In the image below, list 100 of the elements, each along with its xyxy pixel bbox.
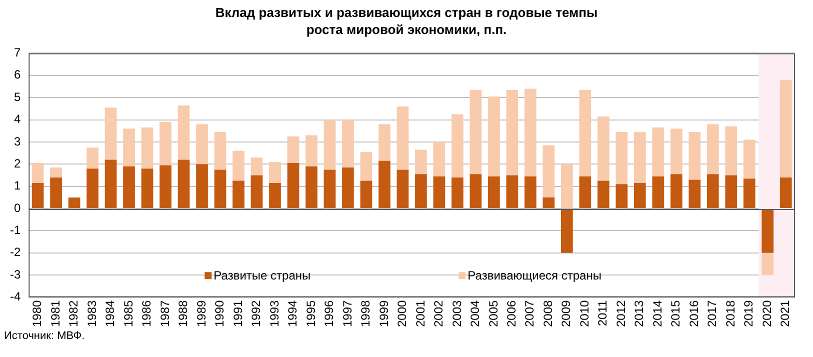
bar xyxy=(542,145,555,198)
bar xyxy=(104,108,117,160)
bar xyxy=(616,184,628,208)
bar xyxy=(232,180,244,208)
bar xyxy=(579,90,592,176)
bar xyxy=(470,174,482,208)
y-tick-label: 3 xyxy=(14,134,21,148)
x-tick-label: 2000 xyxy=(395,300,410,328)
bar xyxy=(560,209,573,253)
bar xyxy=(160,122,172,166)
x-tick-label: 1980 xyxy=(30,300,44,328)
bar xyxy=(68,197,80,208)
bar xyxy=(32,163,44,184)
bar xyxy=(524,176,536,208)
bar xyxy=(597,116,610,181)
x-tick-label: 1989 xyxy=(194,300,208,328)
y-tick-label: 6 xyxy=(14,68,21,82)
bar xyxy=(542,197,555,208)
x-tick-label: 1993 xyxy=(267,300,282,328)
chart-title: Вклад развитых и развивающихся стран в годовые темпы роста мировой экономики, п.п. xyxy=(214,4,599,38)
x-tick-label: 1987 xyxy=(158,300,172,328)
x-tick-label: 2015 xyxy=(668,300,683,328)
x-tick-label: 2005 xyxy=(486,300,500,328)
x-tick-label: 2002 xyxy=(432,300,446,328)
bar xyxy=(50,177,62,208)
bar xyxy=(360,180,372,208)
bar xyxy=(433,142,446,176)
bar xyxy=(652,128,664,176)
y-tick-label: 2 xyxy=(14,156,21,170)
bar xyxy=(780,177,792,208)
y-tick-label: 7 xyxy=(14,46,21,60)
bar xyxy=(123,166,135,208)
bar xyxy=(688,180,701,208)
x-tick-label: 2003 xyxy=(450,300,464,328)
y-tick-label: 0 xyxy=(14,200,21,215)
y-tick-label: 4 xyxy=(14,112,21,126)
y-tick-label: -2 xyxy=(10,245,21,260)
bar xyxy=(670,128,682,174)
bar xyxy=(725,126,738,176)
x-tick-label: 1983 xyxy=(84,300,99,328)
x-tick-label: 1998 xyxy=(358,300,373,328)
x-tick-label: 1985 xyxy=(121,300,136,328)
bar xyxy=(452,177,464,208)
y-tick-label: 1 xyxy=(14,178,21,193)
x-tick-label: 2011 xyxy=(596,300,610,326)
bar xyxy=(415,150,427,174)
bar xyxy=(342,120,354,168)
bar xyxy=(634,183,646,208)
x-tick-label: 2020 xyxy=(760,300,774,328)
bar xyxy=(597,180,610,208)
x-tick-label: 2013 xyxy=(632,300,646,328)
x-tick-label: 1992 xyxy=(249,300,264,328)
bar xyxy=(324,120,336,170)
bar xyxy=(306,166,318,208)
bar xyxy=(433,176,446,208)
bar xyxy=(415,174,427,208)
x-tick-label: 1988 xyxy=(176,300,190,328)
bar xyxy=(762,252,774,276)
x-tick-label: 2012 xyxy=(614,300,628,328)
y-tick-label: -1 xyxy=(10,223,21,238)
x-tick-label: 2019 xyxy=(742,300,756,328)
bar xyxy=(579,176,592,208)
x-tick-label: 1984 xyxy=(103,300,118,328)
bar xyxy=(780,80,792,178)
x-tick-label: 1997 xyxy=(340,300,354,328)
x-tick-label: 1981 xyxy=(48,300,62,328)
x-tick-label: 2009 xyxy=(559,300,574,328)
bar xyxy=(342,167,354,208)
bar xyxy=(123,128,135,166)
bar xyxy=(86,148,98,169)
legend-label: Развитые страны xyxy=(214,268,311,282)
bar xyxy=(232,150,244,181)
x-tick-label: 2014 xyxy=(650,300,664,328)
bar xyxy=(269,162,281,184)
bar xyxy=(452,114,464,178)
bar xyxy=(652,176,664,208)
x-tick-label: 2018 xyxy=(723,300,738,328)
x-tick-label: 2010 xyxy=(577,300,592,328)
x-tick-label: 1999 xyxy=(376,300,391,328)
bar xyxy=(287,163,300,208)
bar xyxy=(306,135,318,166)
bar xyxy=(214,170,226,208)
x-tick-label: 1990 xyxy=(212,300,227,328)
x-tick-label: 1994 xyxy=(286,300,300,328)
bar xyxy=(160,165,172,208)
bar xyxy=(688,132,701,180)
bar xyxy=(616,132,628,184)
x-tick-label: 1982 xyxy=(66,300,81,328)
bar xyxy=(287,136,300,164)
bar xyxy=(762,209,774,253)
bar xyxy=(506,90,518,176)
bar xyxy=(378,124,390,161)
bar xyxy=(86,168,98,208)
bar xyxy=(488,176,500,208)
x-tick-label: 2016 xyxy=(686,300,701,328)
bar xyxy=(250,175,263,208)
x-tick-label: 2008 xyxy=(540,300,555,328)
bar xyxy=(32,183,44,208)
bar xyxy=(743,140,756,179)
bar xyxy=(141,168,154,208)
